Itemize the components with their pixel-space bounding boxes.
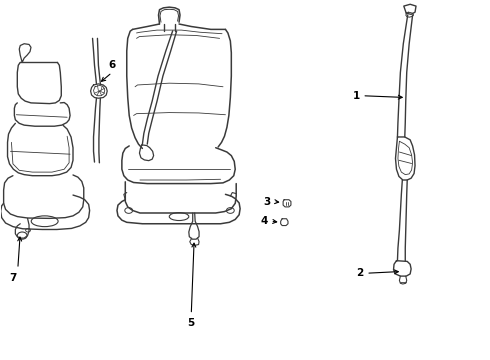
Text: 1: 1 — [353, 91, 360, 101]
Text: 4: 4 — [261, 216, 268, 226]
Text: 5: 5 — [188, 318, 195, 328]
Text: 6: 6 — [108, 59, 116, 69]
Text: 3: 3 — [264, 197, 271, 207]
Text: 7: 7 — [9, 273, 16, 283]
Text: 2: 2 — [357, 268, 364, 278]
